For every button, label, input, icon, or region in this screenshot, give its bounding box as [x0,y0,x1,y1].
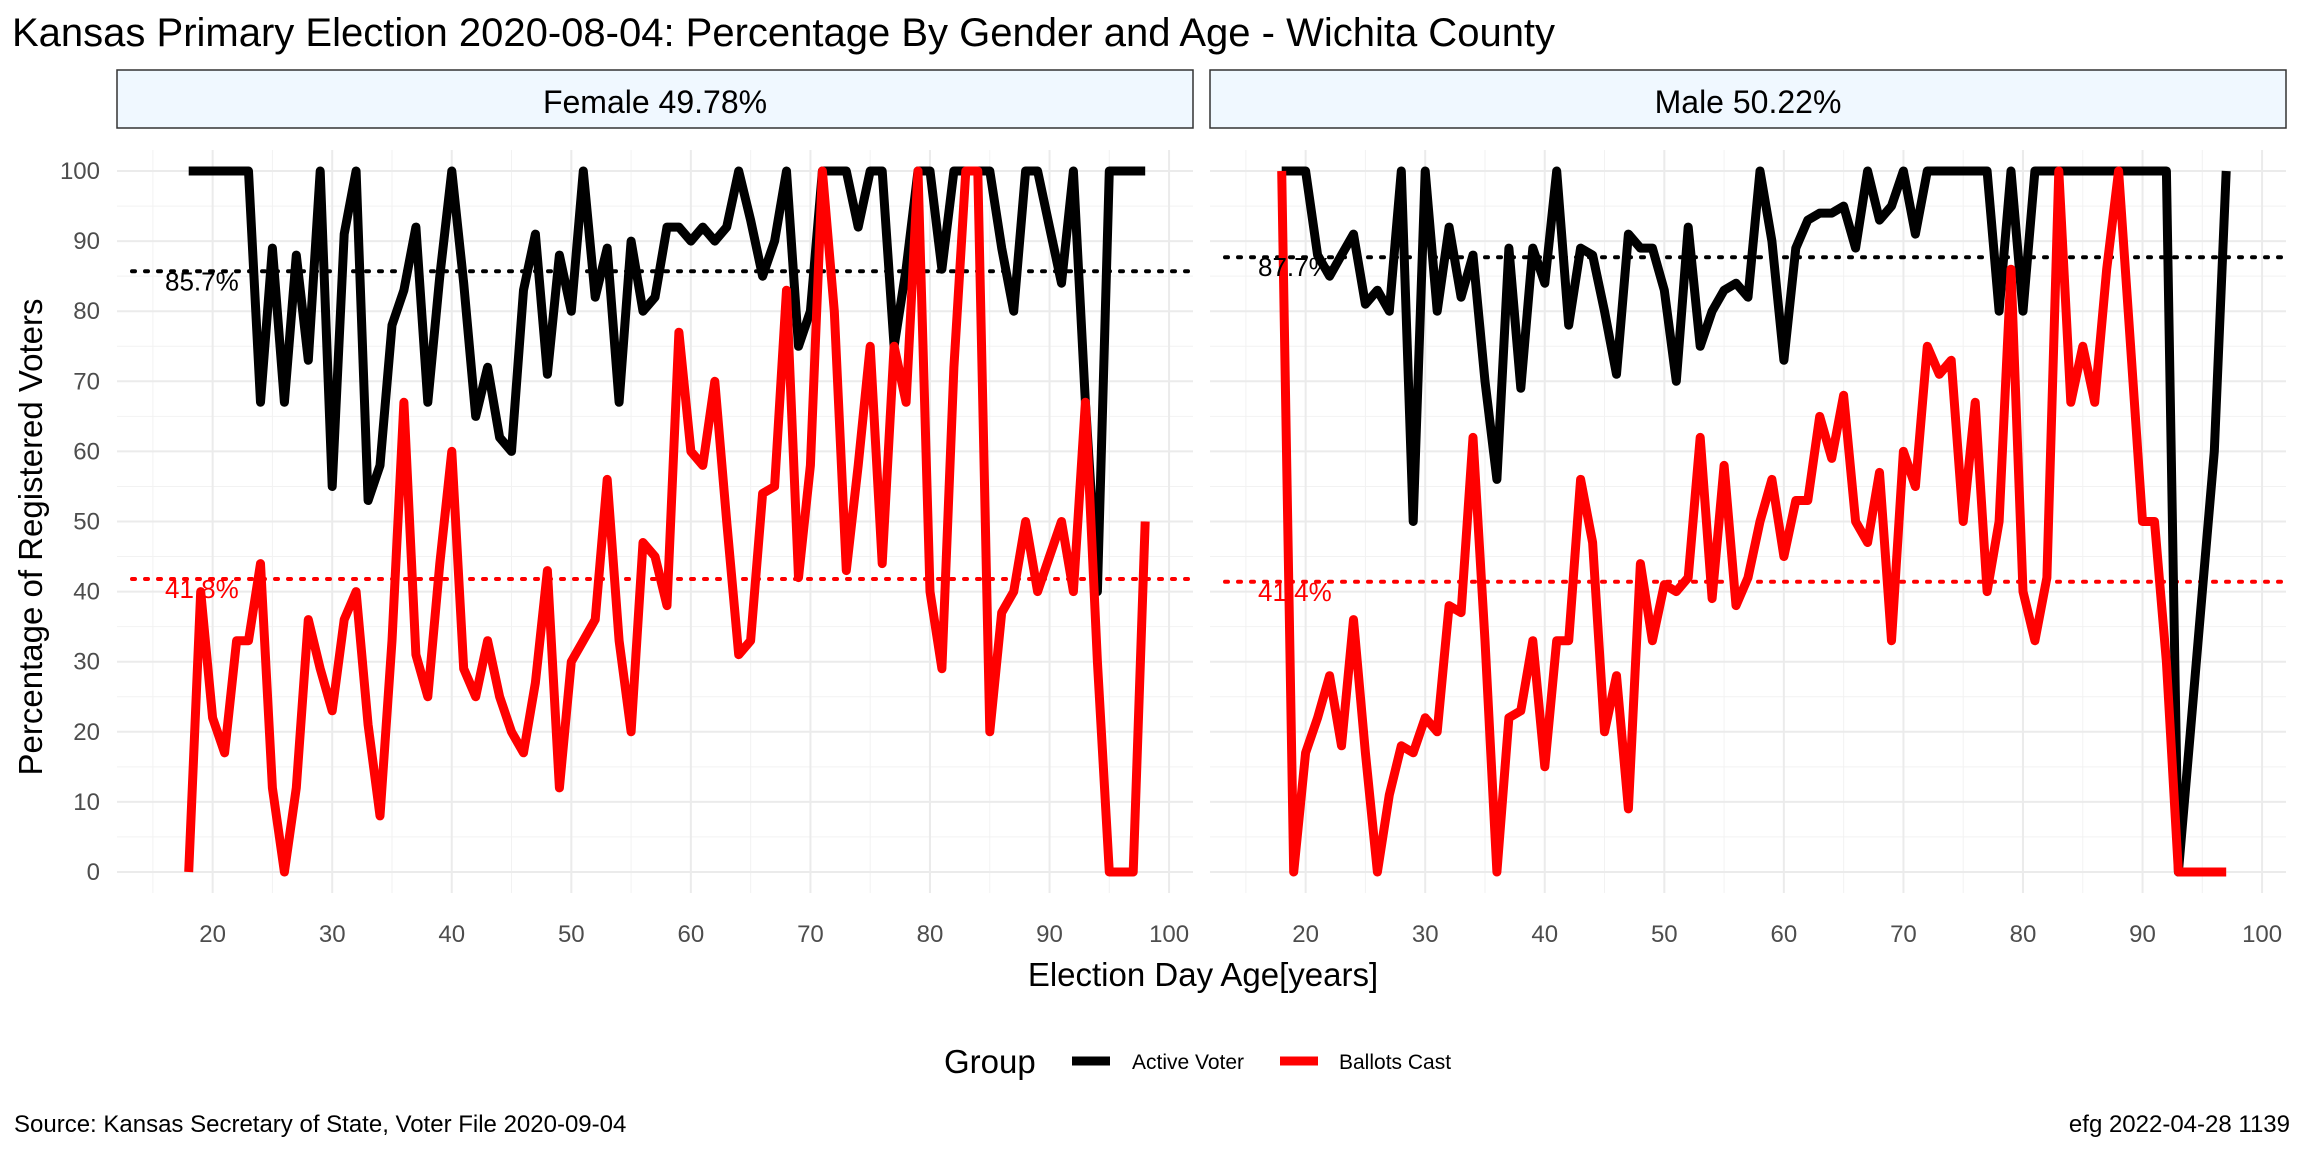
x-tick-label: 30 [319,921,346,948]
strip-female [116,69,1194,129]
x-tick-label: 90 [1036,921,1063,948]
strip-label-male: Male 50.22% [1655,84,1842,120]
x-tick-label: 50 [558,921,585,948]
y-tick-label: 100 [60,158,100,185]
strip-male [1209,69,2287,129]
x-tick-label: 40 [438,921,465,948]
grid-female [117,150,1193,893]
x-tick-label: 90 [2129,921,2156,948]
strip-label-female: Female 49.78% [543,84,767,120]
caption-credit: efg 2022-04-28 1139 [2069,1111,2290,1138]
y-tick-label: 30 [73,649,100,676]
y-tick-label: 80 [73,298,100,325]
caption-source: Source: Kansas Secretary of State, Voter… [14,1111,626,1138]
x-tick-label: 80 [2010,921,2037,948]
y-tick-label: 70 [73,368,100,395]
x-tick-label: 70 [1890,921,1917,948]
x-tick-label: 20 [1292,921,1319,948]
x-tick-label: 50 [1651,921,1678,948]
chart-title: Kansas Primary Election 2020-08-04: Perc… [12,11,1555,55]
y-tick-label: 0 [87,859,100,886]
y-tick-label: 40 [73,579,100,606]
mean-label-ballots-cast: 41.4% [1258,577,1332,607]
panel-female: Female 49.78% 20 30 40 50 60 70 80 90 100 0 10 20 30 4… [60,69,1195,948]
y-tick-label: 60 [73,438,100,465]
y-tick-label: 10 [73,789,100,816]
mean-label-ballots-cast: 41.8% [165,574,239,604]
series-line-active-voter [188,166,1146,597]
mean-label-active-voter: 87.7% [1258,252,1332,282]
y-tick-label: 20 [73,719,100,746]
legend-label-active-voter: Active Voter [1132,1051,1244,1074]
x-axis-title: Election Day Age[years] [1028,956,1378,993]
x-tick-label: 100 [1149,921,1189,948]
panel-male: Male 50.22% 20 30 40 50 60 70 80 90 100 87.7% 41.4% [1209,69,2288,948]
series-line-ballots-cast [184,166,1150,877]
x-tick-label: 40 [1531,921,1558,948]
x-tick-label: 70 [797,921,824,948]
x-tick-label: 60 [678,921,705,948]
mean-label-active-voter: 85.7% [165,266,239,296]
y-tick-label: 90 [73,228,100,255]
series-line-ballots-cast [1277,166,2227,877]
x-tick-label: 30 [1412,921,1439,948]
x-tick-label: 60 [1771,921,1798,948]
x-tick-label: 100 [2242,921,2282,948]
series-line-active-voter [1281,166,2231,877]
legend: Group Active Voter Ballots Cast [944,1043,1451,1080]
legend-label-ballots-cast: Ballots Cast [1339,1051,1451,1074]
y-tick-label: 50 [73,509,100,536]
y-axis-title: Percentage of Registered Voters [12,299,49,776]
x-tick-label: 20 [199,921,226,948]
legend-title: Group [944,1043,1036,1080]
facet-panels: Female 49.78% 20 30 40 50 60 70 80 90 100 0 10 20 30 4… [60,69,2288,948]
x-tick-label: 80 [917,921,944,948]
